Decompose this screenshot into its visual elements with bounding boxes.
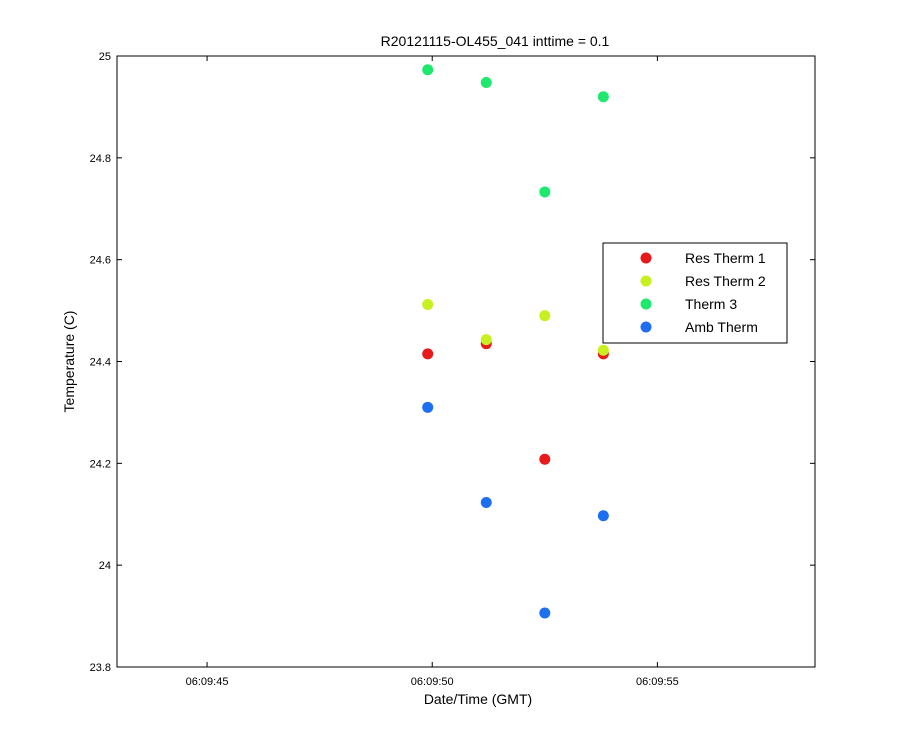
y-tick-label: 23.8 (90, 662, 111, 674)
legend-label-amb-therm: Amb Therm (685, 319, 758, 335)
data-point-amb-therm (539, 607, 551, 619)
x-tick-label: 06:09:55 (636, 676, 679, 688)
data-point-therm-3 (422, 64, 434, 76)
legend-marker-res-therm-2 (640, 275, 652, 287)
data-point-amb-therm (480, 497, 492, 509)
data-point-therm-3 (597, 91, 609, 103)
data-point-therm-3 (539, 186, 551, 198)
x-tick-label: 06:09:45 (186, 676, 229, 688)
y-tick-label: 24.6 (90, 255, 111, 267)
legend-marker-res-therm-1 (640, 252, 652, 264)
data-point-amb-therm (597, 510, 609, 522)
legend-label-res-therm-1: Res Therm 1 (685, 250, 766, 266)
y-tick-label: 24.8 (90, 153, 111, 165)
y-axis: 23.8 24 24.2 24.4 24.6 24.8 25 (90, 51, 815, 674)
data-point-res-therm-2 (597, 344, 609, 356)
data-points (422, 64, 609, 619)
data-point-res-therm-1 (422, 348, 434, 360)
x-axis-label: Date/Time (GMT) (424, 691, 532, 707)
y-tick-label: 24.2 (90, 458, 111, 470)
y-axis-label: Temperature (C) (61, 311, 77, 413)
y-tick-label: 24 (99, 560, 111, 572)
data-point-amb-therm (422, 401, 434, 413)
x-tick-label: 06:09:50 (411, 676, 454, 688)
y-tick-label: 25 (99, 51, 111, 63)
data-point-res-therm-2 (422, 298, 434, 310)
chart-title: R20121115-OL455_041 inttime = 0.1 (381, 33, 610, 49)
plot-area (116, 55, 816, 668)
data-point-res-therm-1 (539, 453, 551, 465)
x-axis: 06:09:45 06:09:50 06:09:55 (186, 56, 679, 688)
legend-box (602, 242, 788, 344)
data-point-res-therm-2 (480, 334, 492, 346)
legend: Res Therm 1 Res Therm 2 Therm 3 Amb Therm (602, 242, 788, 344)
data-point-res-therm-2 (539, 310, 551, 322)
legend-label-res-therm-2: Res Therm 2 (685, 273, 766, 289)
y-tick-label: 24.4 (90, 357, 111, 369)
data-point-therm-3 (480, 76, 492, 88)
legend-marker-therm-3 (640, 298, 652, 310)
legend-marker-amb-therm (640, 321, 652, 333)
legend-label-therm-3: Therm 3 (685, 296, 737, 312)
